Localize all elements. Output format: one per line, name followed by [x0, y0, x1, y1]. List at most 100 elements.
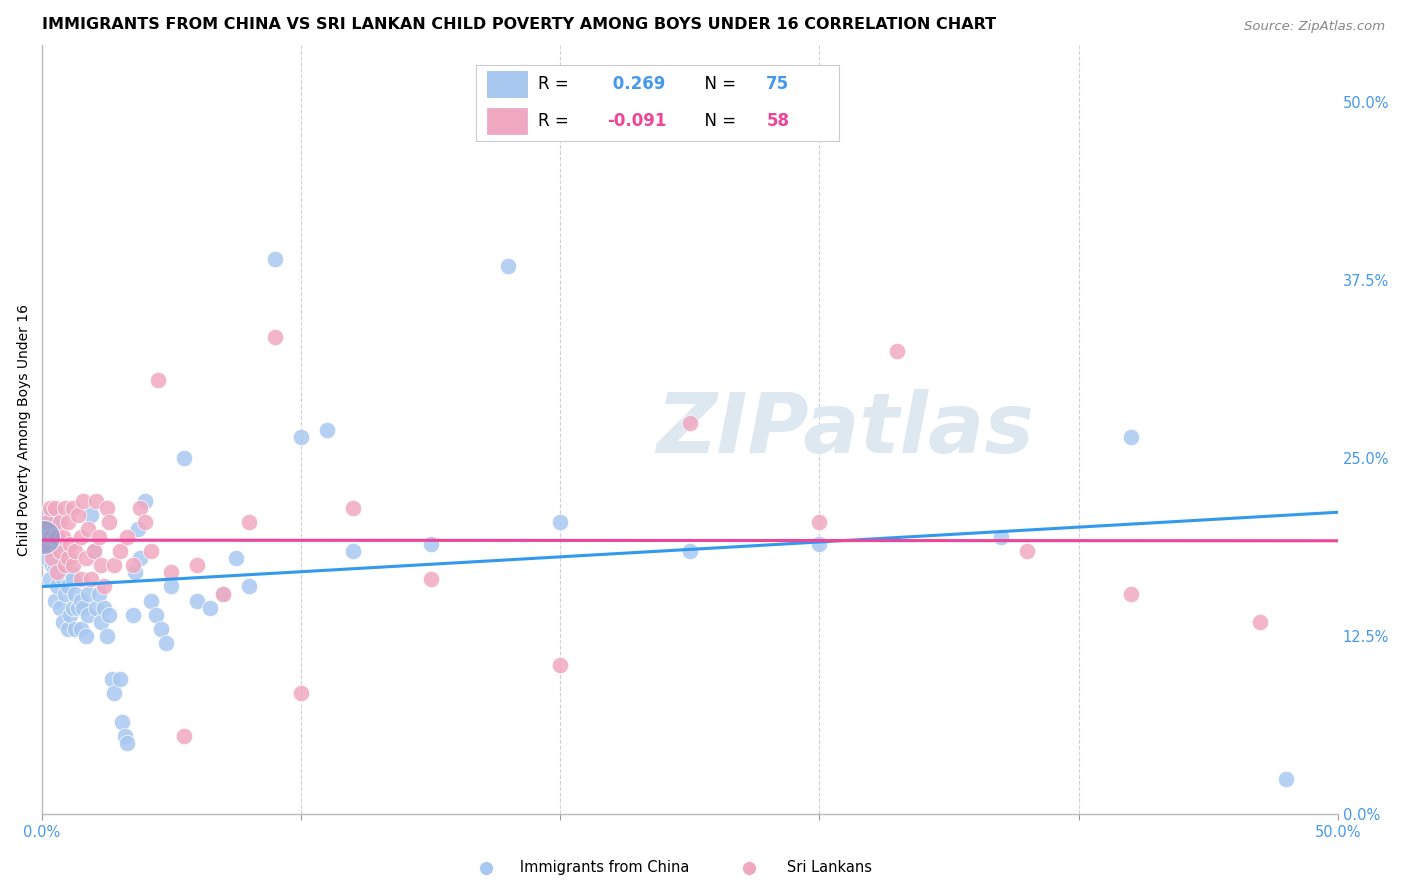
Point — [87, 530, 110, 544]
Point — [62, 501, 84, 516]
Point — [290, 430, 312, 444]
Point — [342, 501, 364, 516]
Point — [1119, 586, 1142, 600]
Text: IMMIGRANTS FROM CHINA VS SRI LANKAN CHILD POVERTY AMONG BOYS UNDER 16 CORRELATIO: IMMIGRANTS FROM CHINA VS SRI LANKAN CHIL… — [42, 17, 995, 32]
Point — [75, 629, 97, 643]
Point — [96, 501, 118, 516]
Text: Source: ZipAtlas.com: Source: ZipAtlas.com — [1244, 20, 1385, 33]
Point — [100, 672, 122, 686]
Point — [238, 579, 260, 593]
Point — [148, 373, 170, 387]
Point — [35, 516, 58, 530]
Point — [173, 451, 195, 466]
Point — [160, 579, 183, 593]
Point — [49, 516, 72, 530]
Point — [96, 629, 118, 643]
Point — [44, 530, 66, 544]
Point — [69, 530, 91, 544]
Point — [117, 736, 139, 750]
Point — [316, 423, 339, 437]
Point — [65, 586, 87, 600]
Point — [41, 550, 63, 565]
Point — [1015, 544, 1038, 558]
Point — [49, 600, 72, 615]
Point — [51, 572, 73, 586]
Point — [121, 607, 143, 622]
Point — [67, 508, 90, 523]
Point — [59, 607, 82, 622]
Point — [83, 544, 105, 558]
Point — [72, 494, 94, 508]
Point — [419, 537, 441, 551]
Point — [200, 600, 222, 615]
Point — [498, 259, 520, 273]
Point — [886, 344, 908, 359]
Point — [1249, 615, 1271, 629]
Point — [34, 530, 56, 544]
Text: Sri Lankans: Sri Lankans — [773, 860, 872, 874]
Point — [93, 579, 115, 593]
Point — [46, 537, 69, 551]
Point — [90, 615, 112, 629]
Point — [145, 607, 167, 622]
Point — [90, 558, 112, 572]
Point — [62, 600, 84, 615]
Point — [59, 565, 82, 579]
Point — [160, 565, 183, 579]
Point — [56, 516, 79, 530]
Point — [127, 523, 149, 537]
Point — [77, 523, 100, 537]
Point — [77, 607, 100, 622]
Point — [38, 530, 60, 544]
Point — [186, 558, 208, 572]
Point — [67, 600, 90, 615]
Point — [41, 558, 63, 572]
Point — [108, 672, 131, 686]
Point — [155, 636, 177, 650]
Point — [53, 501, 76, 516]
Point — [103, 558, 125, 572]
Point — [264, 330, 287, 344]
Point — [1275, 772, 1298, 786]
Point — [212, 586, 235, 600]
Point — [46, 565, 69, 579]
Point — [212, 586, 235, 600]
Point — [98, 607, 121, 622]
Point — [32, 530, 55, 544]
Point — [38, 572, 60, 586]
Point — [62, 572, 84, 586]
Point — [56, 579, 79, 593]
Point — [808, 537, 831, 551]
Point — [103, 686, 125, 700]
Point — [83, 544, 105, 558]
Point — [150, 622, 173, 636]
Point — [44, 558, 66, 572]
Point — [51, 530, 73, 544]
Point — [49, 544, 72, 558]
Point — [108, 544, 131, 558]
Point — [1119, 430, 1142, 444]
Point — [121, 558, 143, 572]
Point — [186, 593, 208, 607]
Point — [44, 593, 66, 607]
Point — [548, 657, 571, 672]
Point — [51, 615, 73, 629]
Point — [290, 686, 312, 700]
Point — [44, 501, 66, 516]
Point — [69, 572, 91, 586]
Point — [35, 508, 58, 523]
Point — [46, 530, 69, 544]
Point — [134, 516, 156, 530]
Point — [475, 861, 498, 875]
Point — [65, 622, 87, 636]
Point — [84, 600, 107, 615]
Y-axis label: Child Poverty Among Boys Under 16: Child Poverty Among Boys Under 16 — [17, 304, 31, 556]
Text: Immigrants from China: Immigrants from China — [506, 860, 689, 874]
Point — [93, 600, 115, 615]
Point — [62, 558, 84, 572]
Point — [41, 508, 63, 523]
Point — [134, 494, 156, 508]
Point — [114, 729, 136, 743]
Point — [59, 537, 82, 551]
Point — [80, 508, 103, 523]
